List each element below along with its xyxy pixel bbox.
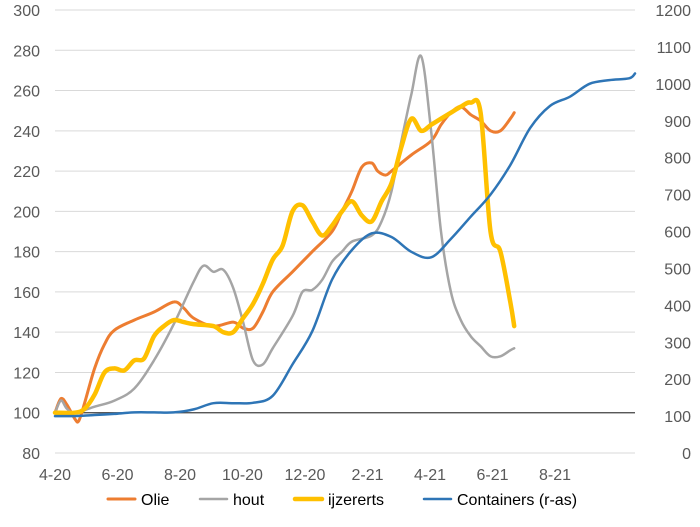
legend-label-1: hout — [233, 492, 265, 509]
y-left-tick-label: 160 — [13, 285, 40, 302]
legend-label-3: Containers (r-as) — [457, 492, 577, 509]
y-left-tick-label: 100 — [13, 406, 40, 423]
x-tick-label: 4-21 — [414, 467, 446, 484]
y-right-tick-label: 600 — [664, 225, 691, 242]
y-left-tick-label: 220 — [13, 164, 40, 181]
x-tick-label: 6-21 — [476, 467, 508, 484]
x-axis: 4-20 6-20 8-20 10-20 12-20 2-21 4-21 6-21 8-21 — [39, 467, 571, 484]
x-tick-label: 4-20 — [39, 467, 71, 484]
y-right-tick-label: 100 — [664, 409, 691, 426]
y-right-tick-label: 0 — [682, 446, 691, 463]
y-right-tick-label: 200 — [664, 372, 691, 389]
legend-label-2: ijzererts — [328, 492, 384, 509]
y-right-tick-label: 400 — [664, 298, 691, 315]
y-left-tick-label: 200 — [13, 204, 40, 221]
gridlines — [55, 9, 635, 454]
x-tick-label: 8-20 — [164, 467, 196, 484]
y-left-tick-label: 120 — [13, 365, 40, 382]
x-tick-label: 6-20 — [101, 467, 133, 484]
series-line-2 — [52, 97, 517, 416]
y-left-tick-label: 300 — [13, 3, 40, 20]
y-left-tick-label: 80 — [22, 446, 40, 463]
series-line-1 — [53, 54, 516, 414]
y-right-tick-label: 800 — [664, 151, 691, 168]
y-right-tick-label: 700 — [664, 188, 691, 205]
x-tick-label: 2-21 — [351, 467, 383, 484]
y-left-tick-label: 260 — [13, 84, 40, 101]
series-lines — [52, 54, 637, 424]
y-right-tick-label: 500 — [664, 261, 691, 278]
x-tick-label: 12-20 — [285, 467, 326, 484]
x-tick-label: 10-20 — [222, 467, 263, 484]
x-tick-label: 8-21 — [539, 467, 571, 484]
y-left-tick-label: 180 — [13, 245, 40, 262]
y-right-tick-label: 1000 — [655, 77, 691, 94]
y-right-tick-label: 1200 — [655, 3, 691, 20]
y-right-tick-label: 1100 — [657, 40, 692, 57]
y-axis-right: 0 100 200 300 400 500 600 700 800 900 1000 1100 1200 — [655, 3, 691, 463]
y-right-tick-label: 300 — [664, 335, 691, 352]
y-left-tick-label: 140 — [13, 325, 40, 342]
y-axis-left: 80 100 120 140 160 180 200 220 240 260 280 300 — [13, 3, 40, 463]
legend-label-0: Olie — [141, 492, 170, 509]
y-right-tick-label: 900 — [664, 114, 691, 131]
y-left-tick-label: 240 — [13, 124, 40, 141]
y-left-tick-label: 280 — [13, 43, 40, 60]
series-line-3 — [53, 72, 637, 418]
legend: Olie hout ijzererts Containers (r-as) — [106, 492, 577, 509]
